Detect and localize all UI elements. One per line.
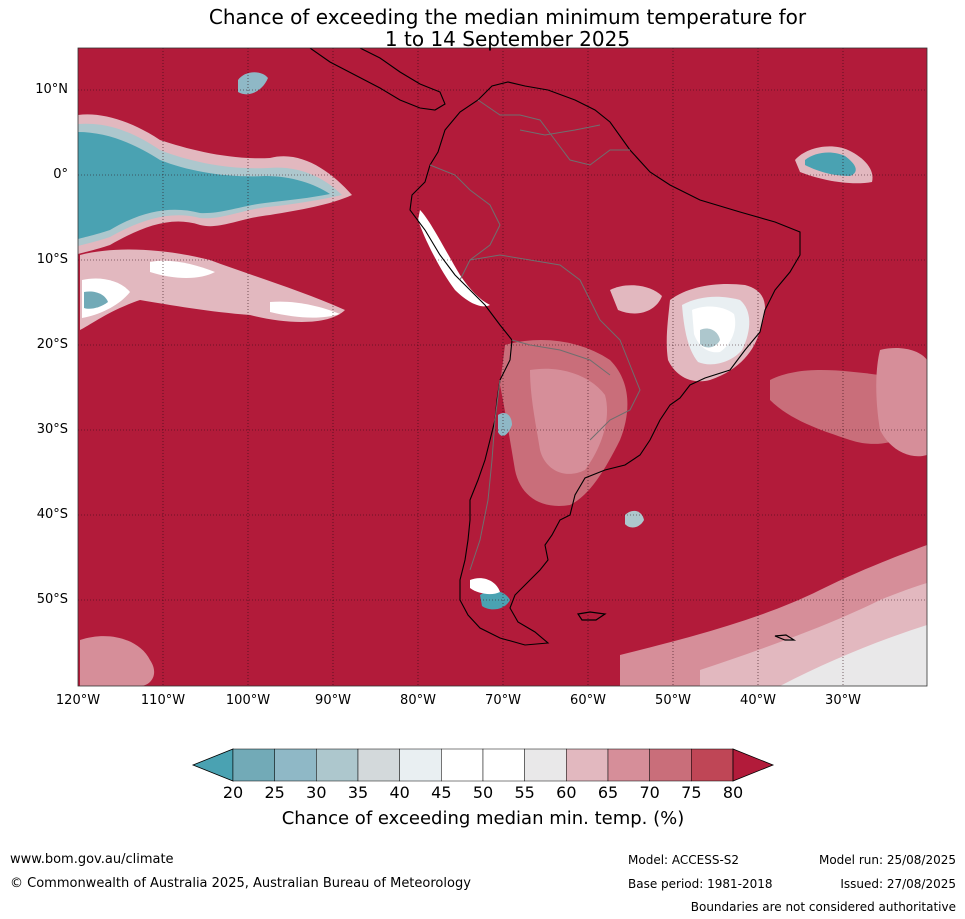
south-georgia: [774, 634, 797, 641]
andes-white-strip: [418, 210, 490, 307]
colorbar-tick-label: 55: [514, 783, 535, 802]
colorbar-segment: [482, 748, 525, 782]
s-atlantic-east: [876, 348, 927, 457]
model-name: Model: ACCESS-S2: [628, 853, 740, 867]
map-title-line2: 1 to 14 September 2025: [384, 27, 631, 51]
lat-label: 40°S: [36, 507, 68, 522]
far-south-west-pink: [80, 636, 155, 686]
colorbar-segment: [566, 748, 609, 782]
gridlines: [78, 48, 927, 686]
lon-label: 60°W: [570, 693, 606, 708]
colorbar-tick-label: 70: [639, 783, 660, 802]
colorbar-segment: [316, 748, 359, 782]
colorbar-segment: [441, 748, 484, 782]
colorbar-extend-low: [191, 748, 234, 782]
colorbar-segment: [232, 748, 275, 782]
colorbar-tick-label: 35: [347, 783, 369, 802]
central-america-coastline: [309, 48, 446, 111]
lat-label: 0°: [53, 167, 68, 182]
se-pacific-patch-3: [270, 301, 340, 318]
colorbar-tick-label: 25: [264, 783, 285, 802]
colorbar-tick-label: 60: [556, 783, 577, 802]
falklands: [576, 611, 607, 621]
pacific-blob-east-inner: [805, 152, 856, 176]
colorbar-segment: [357, 748, 400, 782]
lon-label: 80°W: [400, 693, 436, 708]
lon-label: 70°W: [485, 693, 521, 708]
ne-blob: [610, 285, 662, 314]
colorbar: [191, 748, 775, 782]
colorbar-tick-label: 75: [681, 783, 702, 802]
copyright: © Commonwealth of Australia 2025, Austra…: [10, 876, 471, 891]
lat-label: 30°S: [36, 422, 68, 437]
colorbar-segment: [274, 748, 317, 782]
website-link[interactable]: www.bom.gov.au/climate: [10, 852, 174, 867]
lon-label: 90°W: [315, 693, 351, 708]
base-period: Base period: 1981-2018: [628, 877, 773, 891]
lon-label: 30°W: [825, 693, 861, 708]
lon-label: 110°W: [140, 693, 186, 708]
colorbar-tick-label: 65: [597, 783, 619, 802]
pacific-blob-north: [238, 72, 268, 95]
disclaimer: Boundaries are not considered authoritat…: [690, 900, 956, 914]
map-title-line1: Chance of exceeding the median minimum t…: [208, 5, 807, 29]
lon-label: 120°W: [55, 693, 101, 708]
colorbar-tick-label: 80: [722, 783, 744, 802]
lat-label: 10°S: [36, 252, 68, 267]
brazil-anomaly-blue: [700, 328, 720, 348]
colorbar-segment: [649, 748, 692, 782]
lon-label: 40°W: [740, 693, 776, 708]
lat-label: 10°N: [35, 82, 68, 97]
colorbar-tick-label: 30: [306, 783, 327, 802]
se-pacific-patch-1-core: [84, 291, 108, 309]
colorbar-tick-label: 40: [389, 783, 410, 802]
far-south-white: [780, 625, 927, 686]
se-pacific-patch-2: [150, 260, 215, 278]
colorbar-segment: [399, 748, 442, 782]
lon-label: 100°W: [225, 693, 271, 708]
colorbar-tick-label: 20: [222, 783, 244, 802]
pacific-cold-tongue: [78, 132, 330, 239]
colorbar-segment: [607, 748, 650, 782]
colorbar-segment: [691, 748, 734, 782]
model-run: Model run: 25/08/2025: [818, 853, 956, 867]
colorbar-tick-label: 45: [431, 783, 452, 802]
colorbar-tick-label: 50: [472, 783, 494, 802]
colorbar-label: Chance of exceeding median min. temp. (%…: [281, 808, 685, 829]
country-borders: [429, 99, 641, 571]
patagonia-white: [470, 578, 500, 595]
lat-label: 50°S: [36, 592, 68, 607]
issued-date: Issued: 27/08/2025: [840, 877, 956, 891]
lat-label: 20°S: [36, 337, 68, 352]
colorbar-segment: [524, 748, 567, 782]
lon-label: 50°W: [655, 693, 691, 708]
colorbar-extend-high: [732, 748, 775, 782]
